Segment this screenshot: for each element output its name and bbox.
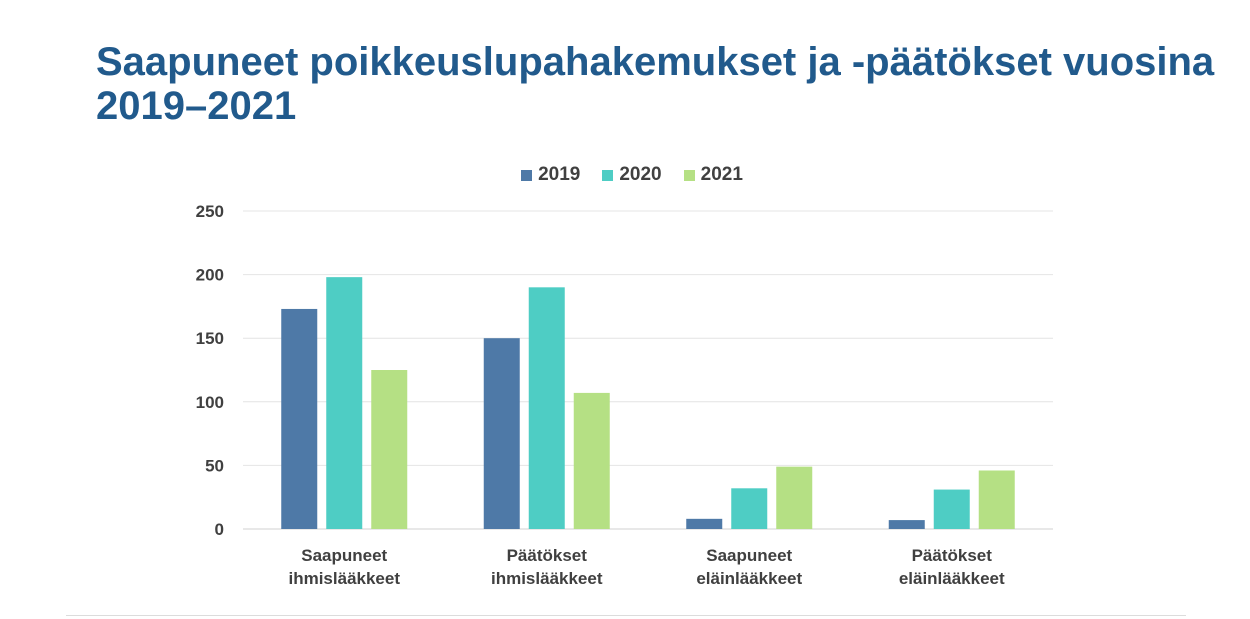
legend-item-2020: 2020 <box>602 164 662 186</box>
y-tick-label-0: 0 <box>215 520 224 539</box>
legend-label-2019: 2019 <box>538 164 581 185</box>
footer-divider <box>66 615 1186 616</box>
legend-swatch-2021 <box>683 169 695 181</box>
x-category-label-4-line-1: Päätökset <box>912 546 993 565</box>
bar-2021-3 <box>776 466 813 529</box>
bar-2020-1 <box>326 277 363 529</box>
y-tick-label-150: 150 <box>196 329 224 348</box>
x-category-label-3-line-2: eläinlääkkeet <box>696 569 802 588</box>
legend-label-2021: 2021 <box>700 164 743 185</box>
x-category-label-1-line-1: Saapuneet <box>301 546 387 565</box>
bar-2019-2 <box>483 338 520 529</box>
y-tick-label-100: 100 <box>196 393 224 412</box>
bar-2021-1 <box>371 370 408 529</box>
x-category-label-4-line-2: eläinlääkkeet <box>899 569 1005 588</box>
y-tick-label-200: 200 <box>196 266 224 285</box>
chart-legend: 2019 2020 2021 <box>0 160 1250 190</box>
bar-2019-3 <box>686 518 723 529</box>
legend-swatch-2019 <box>521 169 533 181</box>
legend-swatch-2020 <box>602 169 614 181</box>
bar-2021-4 <box>978 470 1015 529</box>
legend-item-2021: 2021 <box>683 164 743 186</box>
x-category-label-2-line-2: ihmislääkkeet <box>491 569 603 588</box>
bar-2021-2 <box>573 392 610 529</box>
bar-2019-1 <box>281 308 318 529</box>
bar-2020-2 <box>528 287 565 529</box>
bar-2019-4 <box>888 520 925 529</box>
y-tick-label-50: 50 <box>205 456 224 475</box>
page-title: Saapuneet poikkeuslupahakemukset ja -pää… <box>96 40 1215 128</box>
x-category-label-1-line-2: ihmislääkkeet <box>288 569 400 588</box>
y-tick-label-250: 250 <box>196 202 224 221</box>
x-category-label-2-line-1: Päätökset <box>507 546 588 565</box>
bar-2020-4 <box>933 489 970 529</box>
legend-item-2019: 2019 <box>521 164 580 186</box>
x-category-label-3-line-1: Saapuneet <box>706 546 792 565</box>
bar-2020-3 <box>731 488 768 529</box>
legend-label-2020: 2020 <box>619 164 662 185</box>
